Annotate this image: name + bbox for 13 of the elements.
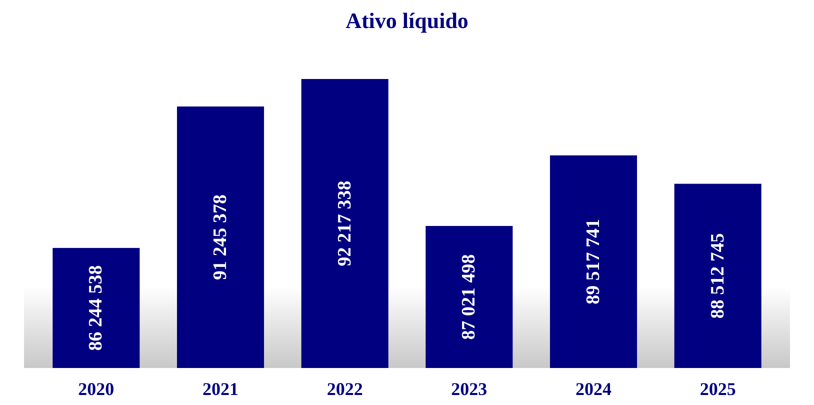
data-label: 89 517 741 bbox=[583, 218, 604, 304]
x-tick-label: 2021 bbox=[202, 379, 238, 399]
chart-title: Ativo líquido bbox=[346, 8, 468, 33]
data-label: 86 244 538 bbox=[86, 265, 107, 351]
x-tick-label: 2022 bbox=[326, 379, 363, 399]
data-label: 92 217 338 bbox=[334, 180, 356, 266]
x-tick-label: 2025 bbox=[700, 379, 736, 399]
x-tick-label: 2023 bbox=[451, 379, 488, 399]
data-label: 87 021 498 bbox=[458, 254, 480, 340]
data-label: 91 245 378 bbox=[210, 194, 231, 280]
x-tick-label: 2024 bbox=[576, 379, 612, 399]
data-label: 88 512 745 bbox=[707, 233, 728, 319]
x-tick-label: 2020 bbox=[78, 379, 114, 399]
